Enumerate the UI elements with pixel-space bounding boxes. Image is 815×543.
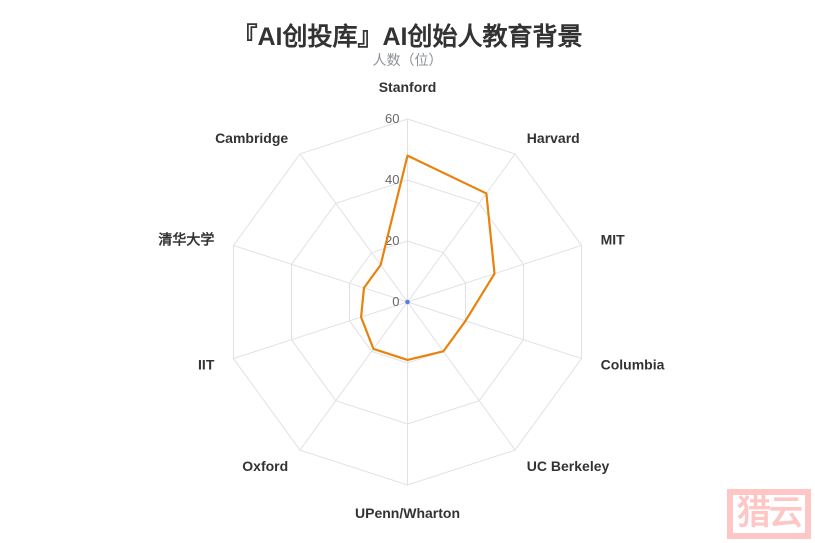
svg-text:Harvard: Harvard (527, 130, 580, 146)
svg-text:IIT: IIT (198, 357, 215, 373)
svg-text:UC Berkeley: UC Berkeley (527, 458, 610, 474)
svg-text:Oxford: Oxford (242, 458, 288, 474)
svg-text:UPenn/Wharton: UPenn/Wharton (355, 505, 460, 521)
svg-text:Columbia: Columbia (601, 357, 665, 373)
svg-text:Cambridge: Cambridge (215, 130, 288, 146)
svg-text:0: 0 (392, 294, 399, 309)
svg-text:清华大学: 清华大学 (158, 231, 214, 247)
svg-text:Stanford: Stanford (379, 79, 437, 95)
svg-text:40: 40 (385, 172, 399, 187)
svg-text:MIT: MIT (601, 231, 626, 247)
svg-text:60: 60 (385, 111, 399, 126)
svg-text:猎云: 猎云 (737, 494, 802, 532)
